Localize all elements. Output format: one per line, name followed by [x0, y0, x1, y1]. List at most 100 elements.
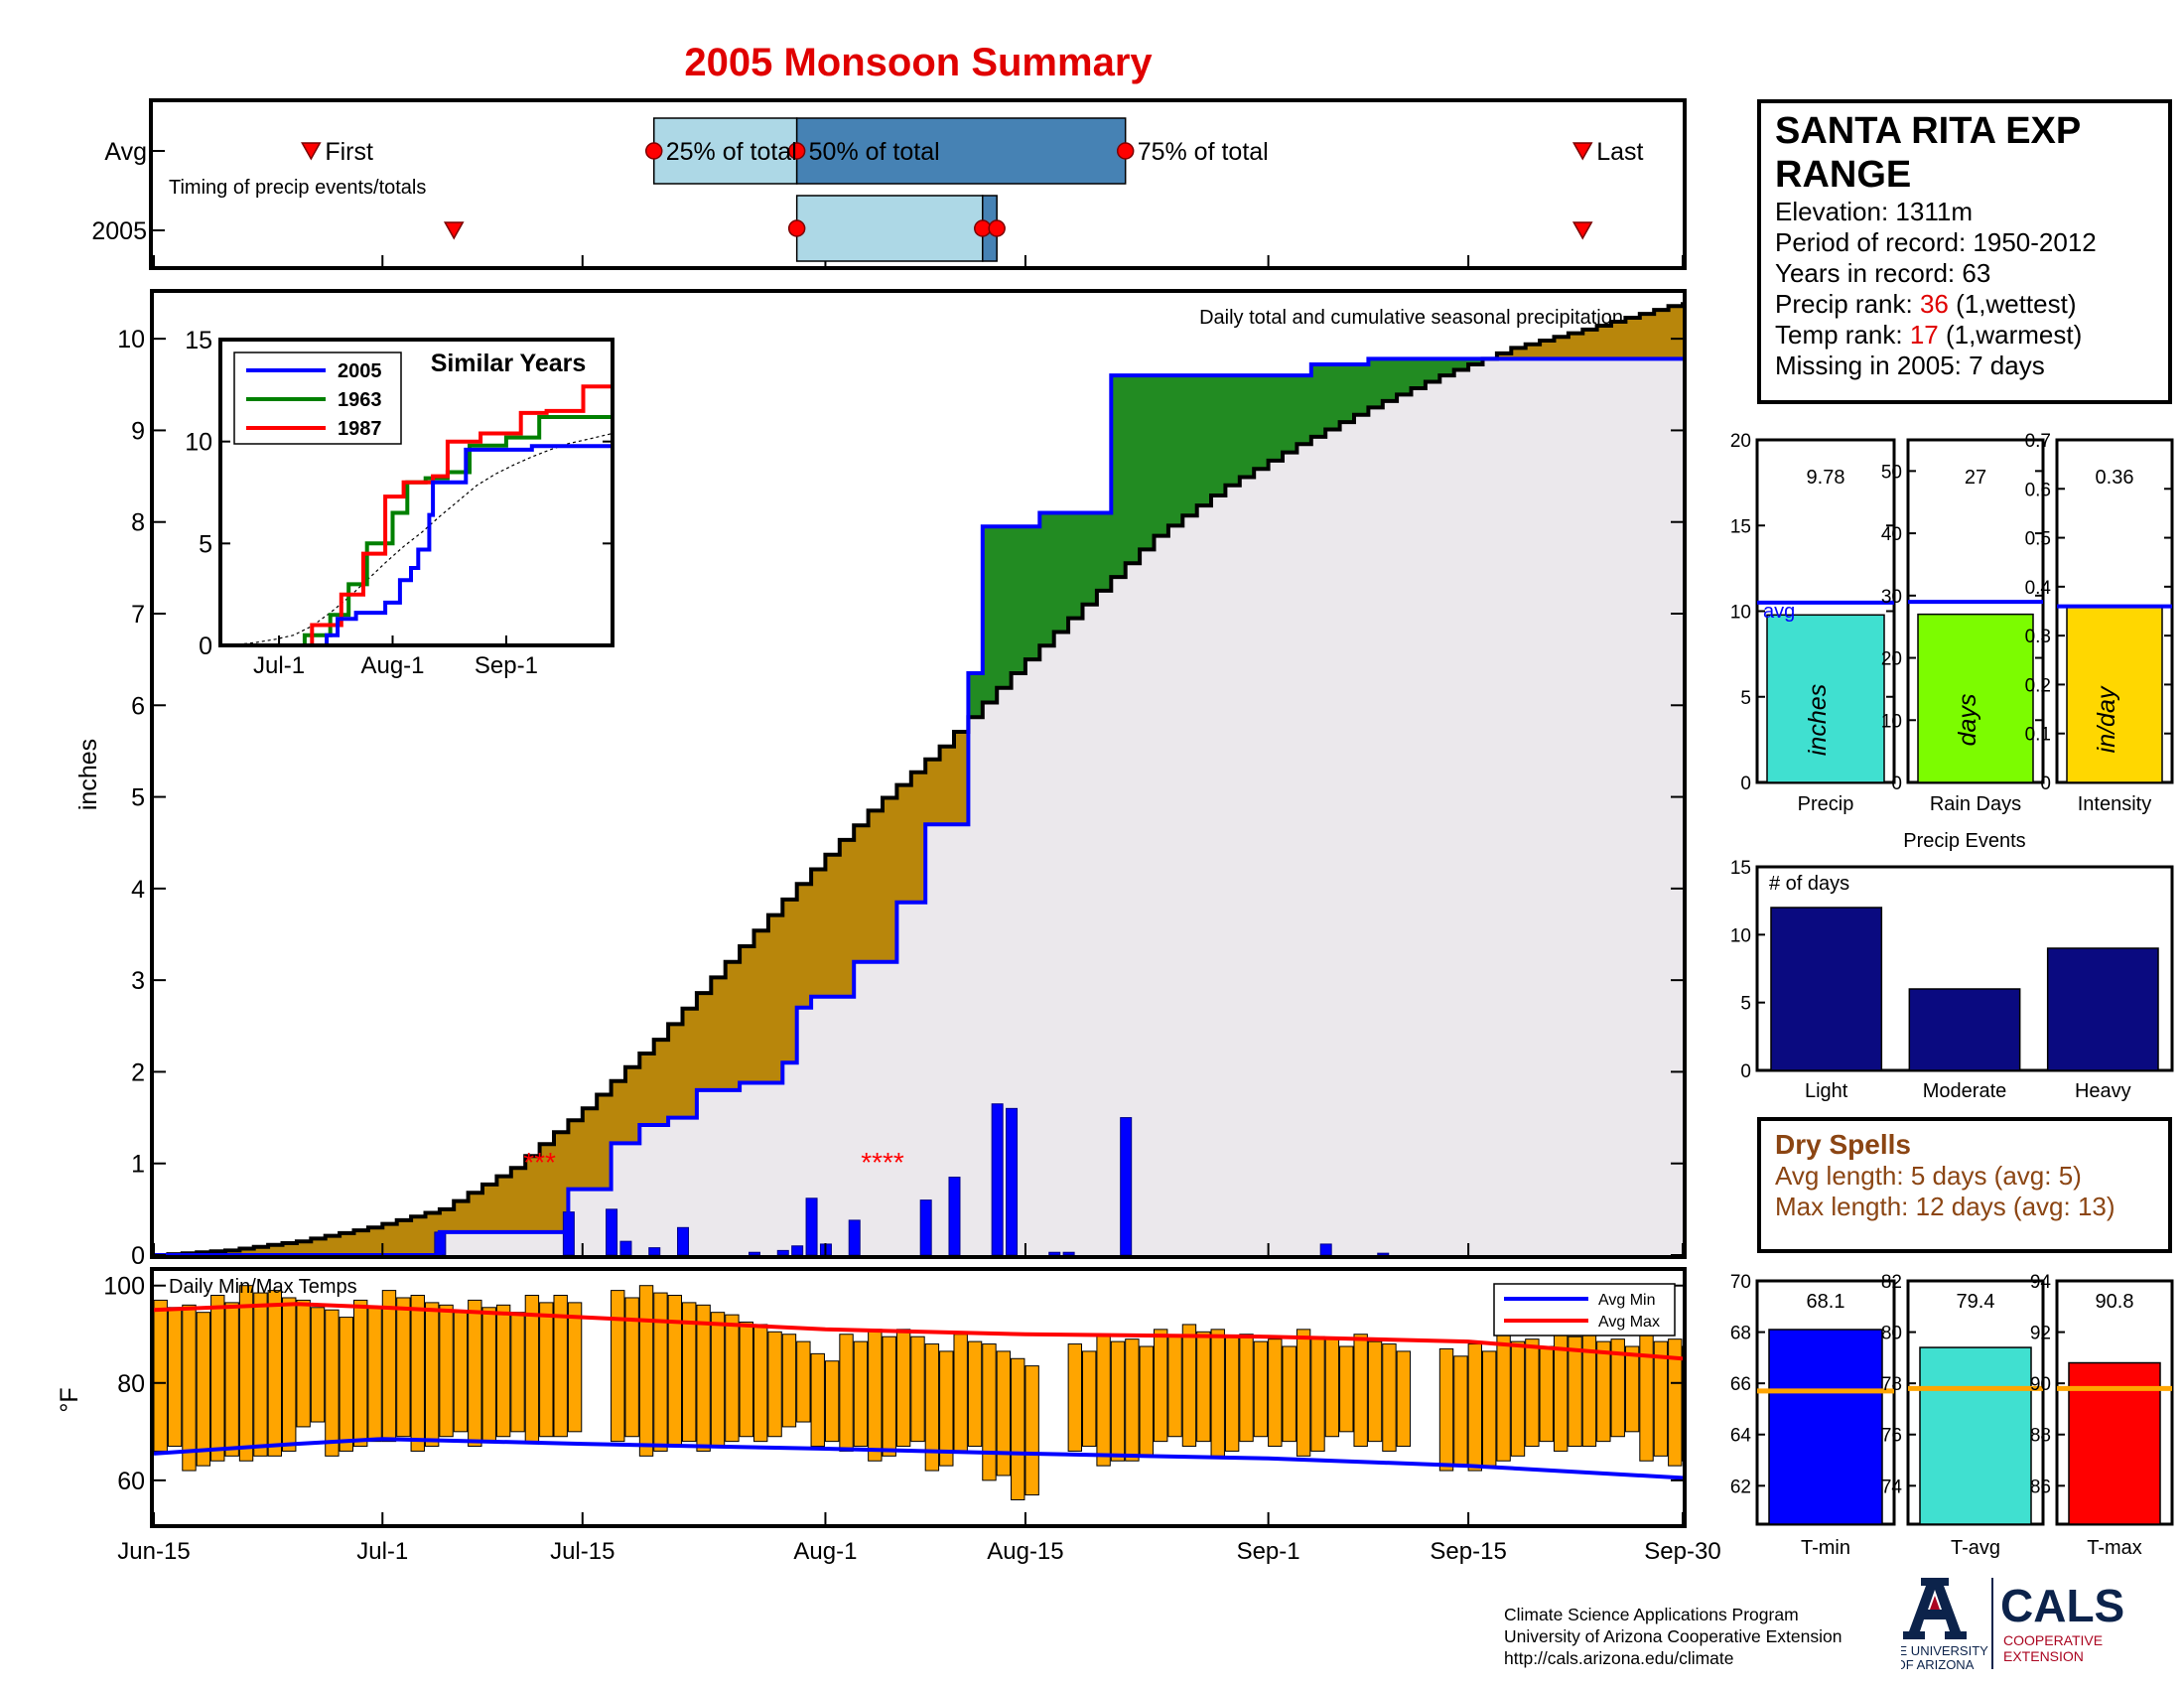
events-bar — [1770, 907, 1883, 1071]
rain-days-y-tick-label: 20 — [1881, 649, 1902, 670]
rain-days-value: 27 — [1965, 467, 1986, 489]
events-bar — [1908, 988, 2021, 1071]
intensity-bar — [2066, 605, 2163, 783]
temp-range-bar — [410, 1295, 425, 1452]
main-y-tick-label: 10 — [117, 326, 145, 353]
temp-range-bar — [1253, 1340, 1269, 1438]
intensity-y-tick-label: 0.4 — [2025, 578, 2052, 599]
events-category-label: Moderate — [1923, 1080, 2007, 1102]
timing-caption: Timing of precip events/totals — [169, 177, 426, 199]
dry-spells-box: Dry Spells Avg length: 5 days (avg: 5) M… — [1757, 1117, 2172, 1253]
temp-range-bar — [282, 1297, 297, 1452]
temp-range-bar — [1353, 1334, 1368, 1448]
precip-y-tick-label: 10 — [1730, 603, 1751, 624]
temp-range-bar — [1125, 1338, 1140, 1462]
daily-precip-bar — [677, 1226, 690, 1256]
timing-last-label: Last — [1596, 138, 1643, 166]
temp-range-bar — [367, 1307, 382, 1443]
tmin-label: T-min — [1801, 1537, 1850, 1559]
temp-range-bar — [882, 1336, 896, 1457]
temp-range-bar — [296, 1299, 311, 1428]
tavg-y-tick-label: 78 — [1881, 1374, 1902, 1395]
precip-y-tick-label: 0 — [1740, 774, 1751, 794]
tavg-value: 79.4 — [1957, 1291, 1995, 1313]
intensity-y-tick-label: 0 — [2040, 774, 2051, 794]
main-y-tick-label: 7 — [131, 601, 145, 629]
tmax-y-tick-label: 90 — [2030, 1374, 2051, 1395]
temp-range-bar — [1539, 1345, 1554, 1443]
tmax-y-tick-label: 92 — [2030, 1324, 2051, 1344]
temp-range-bar — [868, 1329, 883, 1462]
temp-rank-note: (1,warmest) — [1946, 320, 2083, 350]
timing-last-marker — [1571, 142, 1593, 161]
daily-precip-bar — [1319, 1243, 1332, 1256]
inset-y-tick-label: 0 — [199, 633, 212, 660]
temp-range-bar — [638, 1285, 654, 1457]
tavg-y-tick-label: 76 — [1881, 1426, 1902, 1447]
events-category-label: Heavy — [2075, 1080, 2131, 1102]
temp-range-bar — [853, 1340, 869, 1448]
temp-range-bar — [1067, 1343, 1083, 1452]
temp-range-bar — [953, 1334, 968, 1452]
temp-range-bar — [1324, 1338, 1340, 1438]
inset-plot-area — [220, 384, 613, 645]
rain-days-y-tick-label: 50 — [1881, 462, 1902, 483]
tavg-y-tick-label: 80 — [1881, 1324, 1902, 1344]
precip-rank-value: 36 — [1919, 289, 1949, 319]
timing-marker-dot — [974, 219, 992, 237]
main-y-tick-label: 5 — [131, 784, 145, 812]
inset-x-tick-label: Aug-1 — [360, 652, 424, 679]
intensity-y-tick-label: 0.1 — [2025, 725, 2051, 746]
temps-legend-label: Avg Max — [1598, 1314, 1660, 1331]
temp-range-bar — [310, 1307, 326, 1423]
logo-coop-line2: EXTENSION — [2003, 1648, 2084, 1664]
credit-line-2: University of Arizona Cooperative Extens… — [1504, 1626, 1843, 1646]
temp-range-bar — [1382, 1343, 1397, 1452]
temp-range-bar — [682, 1302, 697, 1443]
temps-plot-area — [154, 1285, 1683, 1500]
daily-precip-bar — [1377, 1252, 1390, 1256]
temp-rank: Temp rank: 17 (1,warmest) — [1775, 320, 2154, 351]
ua-a-logo-icon — [1903, 1578, 1967, 1639]
daily-precip-bar — [791, 1245, 804, 1256]
daily-precip-bar — [1006, 1107, 1019, 1256]
temp-range-bar — [939, 1350, 954, 1467]
temp-range-bar — [767, 1331, 782, 1438]
timing-first-label: First — [325, 138, 373, 166]
events-y-tick-label: 5 — [1740, 994, 1751, 1015]
inset-avg-line — [220, 432, 613, 645]
temp-range-bar — [1310, 1336, 1325, 1452]
missing-days: Missing in 2005: 7 days — [1775, 351, 2045, 380]
temps-y-tick-label: 60 — [117, 1468, 145, 1495]
temp-bars: 68.1 62 64 66 68 70 T-min 79.4 74 76 78 80 82 T-avg 90… — [1730, 1272, 2174, 1559]
temp-range-bar — [224, 1302, 239, 1457]
similar-years-inset: 0 5 10 15 Jul-1 Aug-1 Sep-1 Similar Years 2005 19… — [185, 327, 614, 679]
main-y-tick-label: 4 — [131, 876, 145, 904]
temp-range-bar — [796, 1340, 811, 1423]
temp-range-bar — [1239, 1334, 1254, 1443]
timing-marker-dot — [988, 219, 1006, 237]
temp-range-bar — [781, 1334, 797, 1428]
temp-range-bar — [895, 1329, 911, 1448]
temps-frame — [150, 1267, 1687, 1528]
precip-y-tick-label: 5 — [1740, 688, 1751, 709]
dry-spells-max: Max length: 12 days (avg: 13) — [1775, 1192, 2116, 1221]
temp-range-bar — [210, 1295, 225, 1462]
temp-range-bar — [1525, 1338, 1540, 1448]
daily-precip-bar — [606, 1208, 618, 1256]
tmin-y-tick-label: 62 — [1730, 1477, 1751, 1497]
intensity-y-tick-label: 0.6 — [2025, 480, 2051, 500]
temp-range-bar — [1139, 1345, 1154, 1457]
avg-cumulative-line — [154, 302, 1683, 1256]
timing-panel: Avg 2005 Timing of precip events/totals Fir… — [91, 98, 1687, 270]
precip-value: 9.78 — [1807, 467, 1845, 489]
timing-pct-label: 75% of total — [1138, 138, 1269, 166]
x-tick-label: Sep-1 — [1237, 1538, 1300, 1565]
events-y-tick-label: 0 — [1740, 1061, 1751, 1082]
temp-range-bar — [339, 1317, 353, 1452]
station-info-box: SANTA RITA EXP RANGE Elevation: 1311m Pe… — [1757, 99, 2172, 404]
temp-range-bar — [468, 1299, 482, 1448]
temp-range-bar — [439, 1304, 454, 1438]
dry-spells-avg: Avg length: 5 days (avg: 5) — [1775, 1161, 2082, 1191]
tmin-value: 68.1 — [1807, 1291, 1845, 1313]
